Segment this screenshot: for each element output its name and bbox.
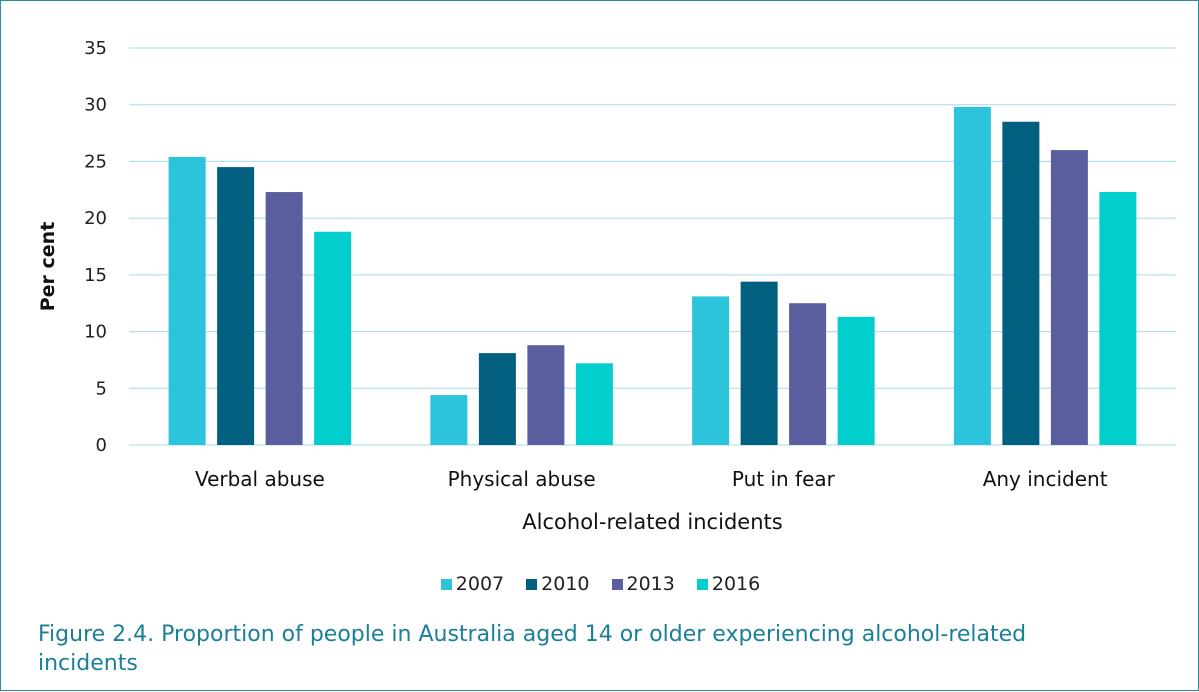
- x-tick-label: Put in fear: [732, 467, 836, 491]
- bar-2010-physical-abuse: [478, 353, 516, 445]
- y-tick-label: 10: [84, 322, 107, 343]
- legend-swatch: [611, 578, 623, 590]
- y-tick-label: 35: [84, 38, 107, 59]
- legend-item-2013: 2013: [611, 573, 675, 595]
- legend: 2007 2010 2013 2016: [1, 573, 1199, 595]
- bar-2013-physical-abuse: [527, 345, 565, 445]
- y-tick-label: 5: [96, 378, 107, 399]
- bar-2007-put-in-fear: [692, 296, 730, 445]
- y-axis-title: Per cent: [37, 222, 59, 312]
- bar-2016-put-in-fear: [837, 316, 875, 445]
- y-tick-labels: 0 5 10 15 20 25 30 35: [84, 38, 107, 456]
- bar-2010-verbal-abuse: [217, 167, 255, 445]
- bar-2007-physical-abuse: [430, 395, 468, 445]
- legend-item-2016: 2016: [696, 573, 761, 595]
- legend-label: 2007: [455, 573, 505, 595]
- bars: [168, 106, 1137, 446]
- legend-label: 2016: [711, 573, 761, 595]
- bar-2016-physical-abuse: [575, 363, 613, 445]
- bar-2007-verbal-abuse: [168, 156, 206, 446]
- legend-swatch: [526, 578, 538, 590]
- bar-2013-put-in-fear: [789, 303, 827, 445]
- y-tick-label: 20: [84, 208, 107, 229]
- x-axis-title: Alcohol-related incidents: [522, 510, 782, 534]
- bar-2010-put-in-fear: [740, 281, 778, 445]
- x-tick-labels: Verbal abuse Physical abuse Put in fear Any…: [195, 467, 1108, 491]
- legend-swatch: [440, 578, 452, 590]
- legend-label: 2010: [541, 573, 590, 595]
- y-tick-label: 0: [96, 435, 107, 456]
- x-tick-label: Any incident: [983, 467, 1108, 491]
- bar-2013-verbal-abuse: [265, 192, 303, 445]
- bar-2016-any-incident: [1099, 192, 1137, 445]
- x-tick-label: Verbal abuse: [195, 467, 325, 491]
- bar-2007-any-incident: [953, 106, 991, 446]
- legend-item-2010: 2010: [526, 573, 590, 595]
- x-tick-label: Physical abuse: [448, 467, 596, 491]
- legend-item-2007: 2007: [440, 573, 505, 595]
- legend-label: 2013: [626, 573, 675, 595]
- bar-2013-any-incident: [1050, 150, 1088, 446]
- gridlines: [129, 47, 1176, 446]
- y-tick-label: 25: [84, 151, 107, 172]
- bar-2016-verbal-abuse: [314, 231, 352, 445]
- legend-swatch: [696, 578, 708, 590]
- figure-caption: Figure 2.4. Proportion of people in Aust…: [38, 622, 1027, 676]
- y-tick-label: 30: [84, 95, 107, 116]
- y-tick-label: 15: [84, 265, 107, 286]
- bar-2010-any-incident: [1002, 121, 1040, 445]
